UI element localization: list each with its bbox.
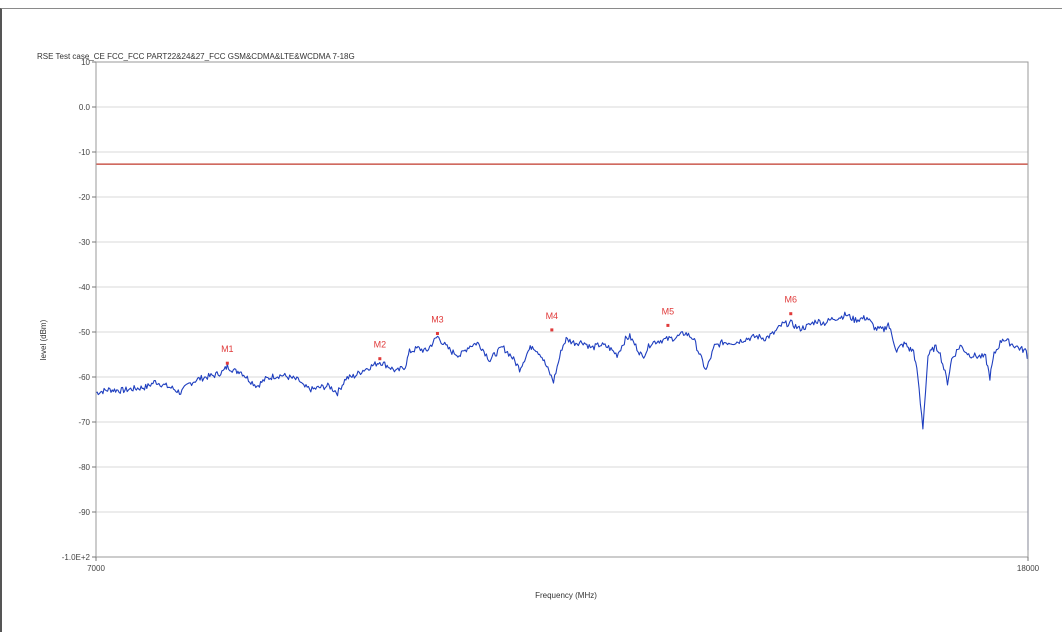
marker-label: M4	[546, 311, 559, 321]
series-line	[95, 311, 1029, 551]
x-axis-label: Frequency (MHz)	[535, 591, 597, 600]
marker-point	[435, 332, 439, 335]
y-tick-label: -50	[78, 328, 90, 337]
x-tick-label: 7000	[87, 564, 105, 573]
y-tick-label: -30	[78, 238, 90, 247]
y-tick-label: -80	[78, 463, 90, 472]
marker-label: M3	[431, 315, 444, 325]
marker-label: M2	[374, 340, 387, 350]
x-ticks: 7000 18000	[87, 557, 1040, 573]
y-tick-label: -1.0E+2	[62, 553, 91, 562]
marker-label: M5	[662, 306, 675, 316]
marker-point	[550, 328, 554, 332]
marker-label: M1	[221, 344, 234, 354]
y-tick-label: -40	[78, 283, 90, 292]
y-tick-label: 10	[81, 58, 90, 67]
y-tick-label: -70	[78, 418, 90, 427]
chart-frame	[0, 8, 1062, 632]
y-axis-label: level (dBm)	[39, 319, 48, 360]
x-tick-label: 18000	[1017, 564, 1040, 573]
marker-point	[225, 361, 229, 365]
marker-label: M6	[785, 295, 798, 305]
grid-lines	[96, 61, 1028, 558]
series-group	[95, 311, 1029, 551]
axes	[95, 61, 1029, 558]
marker-point	[789, 312, 793, 316]
marker-group: M1 M2 M3 M4 M5 M6	[221, 295, 797, 365]
marker-point	[666, 323, 670, 327]
y-tick-label: -60	[78, 373, 90, 382]
y-tick-label: 0.0	[79, 103, 91, 112]
y-tick-label: -20	[78, 193, 90, 202]
y-tick-label: -90	[78, 508, 90, 517]
marker-point	[378, 357, 382, 361]
y-tick-label: -10	[78, 148, 90, 157]
y-ticks: 10 0.0 -10 -20 -30 -40 -50 -60 -70 -80 -90 -1.0E+2	[62, 58, 96, 562]
plot-area-border	[95, 61, 1029, 558]
chart-title: RSE Test case_CE FCC_FCC PART22&24&27_FC…	[37, 52, 355, 61]
